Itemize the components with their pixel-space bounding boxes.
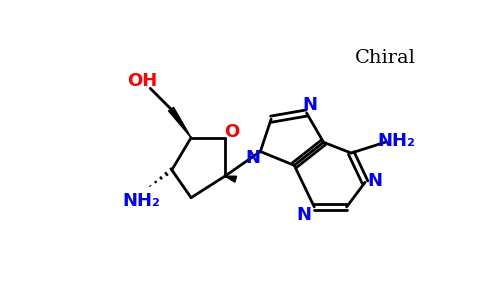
Text: N: N: [368, 172, 382, 190]
Polygon shape: [225, 176, 237, 182]
Text: NH₂: NH₂: [378, 132, 416, 150]
Text: OH: OH: [127, 72, 158, 90]
Text: O: O: [224, 123, 240, 141]
Text: N: N: [297, 206, 312, 224]
Text: NH₂: NH₂: [122, 192, 160, 210]
Polygon shape: [168, 107, 191, 138]
Text: N: N: [245, 149, 260, 167]
Text: N: N: [302, 95, 317, 113]
Text: Chiral: Chiral: [355, 49, 416, 67]
